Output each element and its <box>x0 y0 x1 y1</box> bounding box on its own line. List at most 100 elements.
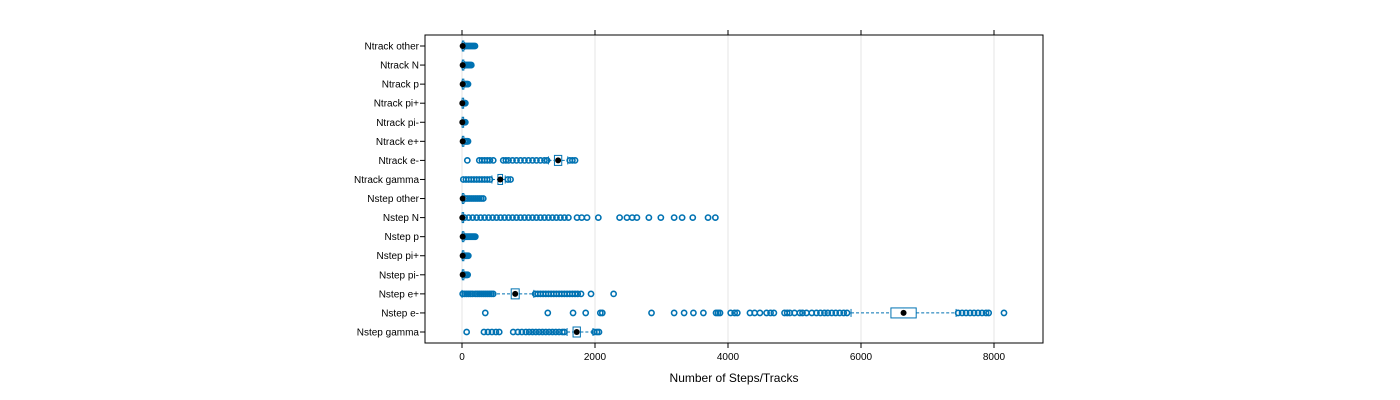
outlier-point <box>537 156 544 164</box>
outlier-point <box>633 214 641 221</box>
outlier-point <box>529 156 536 164</box>
outlier-point <box>840 309 848 317</box>
outlier-point <box>471 42 479 50</box>
outlier-point <box>689 214 697 221</box>
box-nstep-p <box>459 231 479 243</box>
outlier-point <box>463 156 471 164</box>
outlier-point <box>529 328 536 336</box>
outlier-point <box>495 328 503 336</box>
outlier-point <box>796 309 804 317</box>
category-label: Nstep pi+ <box>376 251 419 262</box>
outlier-point <box>473 214 481 221</box>
category-label: Ntrack other <box>365 42 420 53</box>
outlier-point <box>711 214 719 221</box>
outlier-point <box>803 309 810 317</box>
median-dot <box>573 329 580 335</box>
box-ntrack-e- <box>459 135 472 147</box>
outlier-point <box>521 156 528 164</box>
box-nstep-e- <box>481 307 1008 319</box>
outlier-point <box>836 309 844 317</box>
outlier-point <box>699 309 707 317</box>
outlier-point <box>582 309 590 317</box>
outlier-point <box>670 309 678 317</box>
outlier-point <box>970 309 978 317</box>
outlier-point <box>509 214 516 221</box>
outlier-point <box>966 309 974 317</box>
outlier-point <box>529 214 536 221</box>
outlier-point <box>783 309 791 317</box>
outlier-point <box>594 214 602 221</box>
x-tick-label: 6000 <box>850 352 873 363</box>
outlier-point <box>843 309 851 317</box>
outlier-point <box>501 214 508 221</box>
outlier-point <box>648 309 655 317</box>
outlier-point <box>598 309 606 317</box>
outlier-point <box>657 214 665 221</box>
outlier-point <box>514 328 522 336</box>
outlier-point <box>1000 309 1008 317</box>
outlier-point <box>690 309 697 317</box>
plot-frame <box>424 34 1044 344</box>
x-tick-label: 2000 <box>584 352 607 363</box>
outlier-point <box>489 156 497 164</box>
outlier-point <box>577 290 585 298</box>
outlier-point <box>545 214 552 221</box>
outlier-point <box>481 214 489 221</box>
outlier-point <box>471 233 479 241</box>
median-dot <box>459 100 466 107</box>
x-axis-title: Number of Steps/Tracks <box>670 371 799 385</box>
outlier-point <box>535 328 543 336</box>
outlier-point <box>962 309 970 317</box>
outlier-point <box>485 214 492 221</box>
category-label: Nstep e- <box>381 308 419 319</box>
outlier-point <box>799 309 806 317</box>
outlier-point <box>832 309 840 317</box>
outlier-point <box>465 214 473 221</box>
tick-layer: 0 2000 4000 6000 8000 <box>420 30 1006 363</box>
outlier-point <box>541 214 548 221</box>
x-tick-label: 8000 <box>983 352 1006 363</box>
outlier-point <box>678 214 686 221</box>
outlier-point <box>553 214 560 221</box>
category-label: Ntrack e+ <box>376 137 419 148</box>
box-ntrack-other <box>459 40 479 52</box>
outlier-point <box>623 214 631 221</box>
box-nstep-pi- <box>459 250 472 262</box>
outlier-point <box>489 290 497 298</box>
outlier-point <box>549 214 556 221</box>
median-dot <box>459 62 466 69</box>
outlier-point <box>505 214 512 221</box>
box-ntrack-e- <box>463 154 579 166</box>
outlier-point <box>817 309 824 317</box>
box-nstep-n <box>459 212 719 224</box>
outlier-point <box>492 328 500 336</box>
outlier-point <box>525 328 533 336</box>
category-label: Nstep p <box>385 232 420 243</box>
outlier-point <box>568 156 576 164</box>
outlier-point <box>464 252 472 260</box>
median-dot <box>459 81 466 88</box>
outlier-point <box>522 328 530 336</box>
outlier-point <box>610 290 618 298</box>
outlier-point <box>479 195 487 202</box>
outlier-point <box>571 156 579 164</box>
outlier-point <box>824 309 832 317</box>
box-nstep-pi- <box>459 269 472 281</box>
box-ntrack-n <box>459 59 475 71</box>
box-ntrack-pi- <box>459 116 469 128</box>
outlier-point <box>813 309 820 317</box>
category-label-layer: Nstep gamma Nstep e- Nstep e+ Nstep pi- Nste… <box>354 42 420 339</box>
category-label: Ntrack gamma <box>354 175 419 186</box>
median-dot <box>459 271 466 278</box>
outlier-point <box>731 309 739 317</box>
outlier-point <box>509 156 516 164</box>
category-label: Ntrack pi- <box>376 118 419 129</box>
outlier-point <box>645 214 653 221</box>
category-label: Nstep e+ <box>379 289 419 300</box>
category-label: Ntrack pi+ <box>374 99 419 110</box>
outlier-point <box>463 328 471 336</box>
outlier-point <box>533 214 540 221</box>
category-label: Ntrack e- <box>378 156 419 167</box>
